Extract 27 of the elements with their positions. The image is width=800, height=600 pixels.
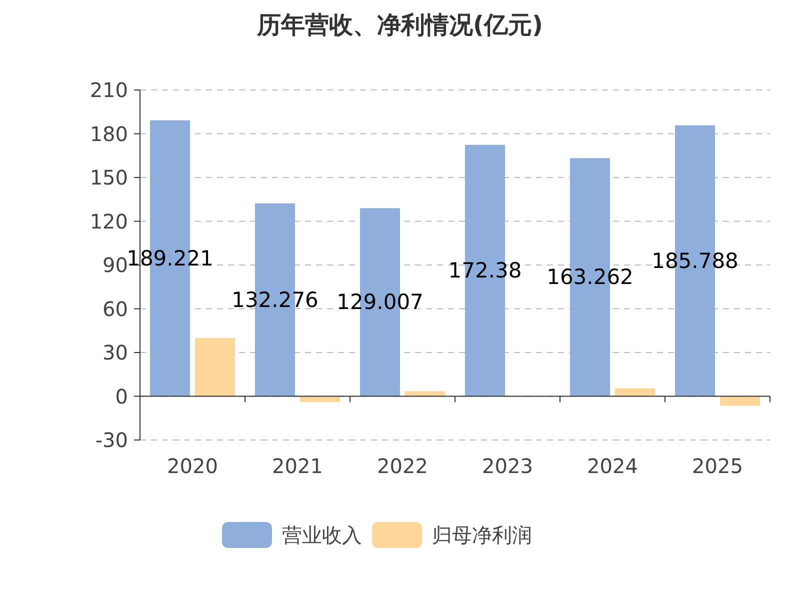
chart-title: 历年营收、净利情况(亿元) <box>256 11 543 39</box>
y-tick-label: -30 <box>95 428 128 452</box>
x-tick-label: 2021 <box>272 454 323 478</box>
y-tick-label: 30 <box>102 340 128 364</box>
bar <box>720 396 760 406</box>
y-tick-label: 180 <box>90 122 128 146</box>
data-label: 172.38 <box>448 258 522 283</box>
bar <box>405 391 445 396</box>
legend-label: 归母净利润 <box>432 523 532 547</box>
x-tick-label: 2022 <box>377 454 428 478</box>
y-tick-label: 0 <box>115 384 128 408</box>
y-tick-label: 120 <box>90 209 128 234</box>
x-tick-label: 2024 <box>587 454 638 478</box>
y-tick-label: 60 <box>102 296 128 321</box>
bar <box>195 338 235 396</box>
y-tick-label: 210 <box>90 78 128 102</box>
data-label: 185.788 <box>652 248 738 273</box>
data-label: 129.007 <box>336 290 424 314</box>
x-tick-label: 2025 <box>692 454 743 478</box>
data-label: 132.276 <box>232 288 318 312</box>
bar <box>615 388 655 396</box>
y-tick-label: 150 <box>90 166 128 190</box>
legend-label: 营业收入 <box>282 523 362 547</box>
y-tick-label: 90 <box>102 253 128 277</box>
data-label: 163.262 <box>546 265 634 290</box>
x-tick-label: 2020 <box>167 454 218 478</box>
x-tick-label: 2023 <box>482 454 533 478</box>
